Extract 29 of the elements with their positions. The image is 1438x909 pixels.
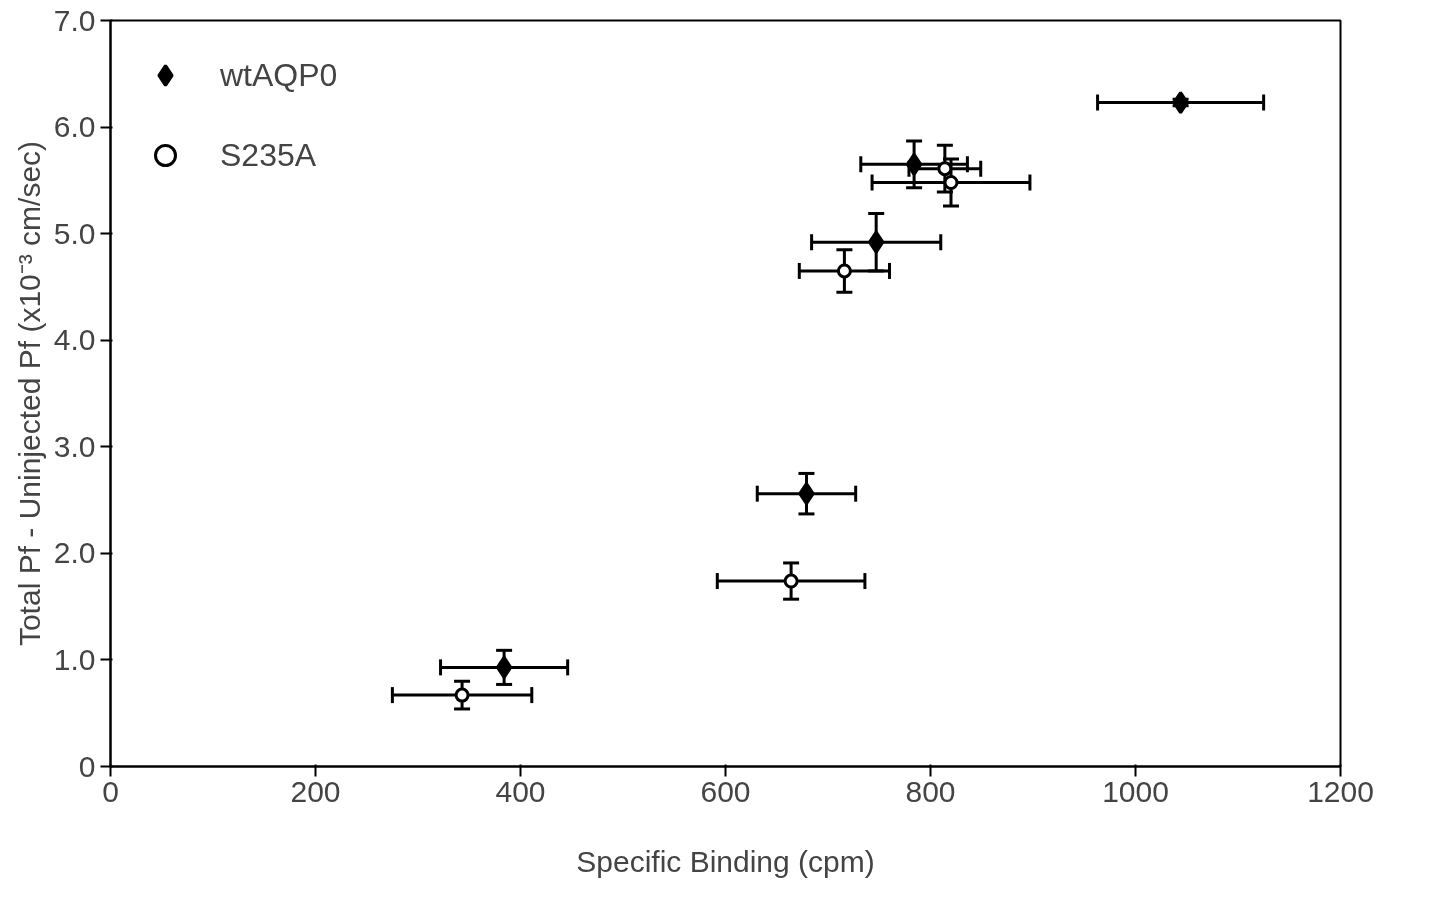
point xyxy=(798,482,815,506)
point xyxy=(495,655,513,679)
point xyxy=(943,175,959,190)
x-tick-label: 1000 xyxy=(1102,774,1169,808)
y-tick-label: 5.0 xyxy=(53,216,96,250)
x-tick-label: 800 xyxy=(905,774,956,808)
point xyxy=(868,230,885,254)
y-tick-label: 3.0 xyxy=(53,429,96,463)
y-tick-label: 4.0 xyxy=(53,323,96,357)
x-tick-label: 200 xyxy=(290,774,341,808)
point xyxy=(937,161,953,177)
y-tick-label: 0 xyxy=(78,749,96,783)
x-tick-label: 400 xyxy=(495,774,546,808)
point xyxy=(836,263,852,279)
y-tick-label: 6.0 xyxy=(53,110,96,144)
point xyxy=(783,573,799,589)
y-tick-label: 7.0 xyxy=(53,3,96,37)
point xyxy=(454,687,470,703)
legend-label: S235A xyxy=(220,136,317,174)
x-axis-title: Specific Binding (cpm) xyxy=(576,844,875,878)
y-tick-label: 2.0 xyxy=(53,536,96,570)
point xyxy=(1172,91,1189,115)
x-tick-label: 0 xyxy=(102,774,119,808)
x-tick-label: 1200 xyxy=(1307,774,1374,808)
point xyxy=(905,152,923,176)
y-axis-title: Total Pf - Uninjected Pf (x10⁻³ cm/sec) xyxy=(12,140,46,647)
y-tick-label: 1.0 xyxy=(53,642,96,676)
x-tick-label: 600 xyxy=(700,774,751,808)
legend-label: wtAQP0 xyxy=(220,56,338,94)
